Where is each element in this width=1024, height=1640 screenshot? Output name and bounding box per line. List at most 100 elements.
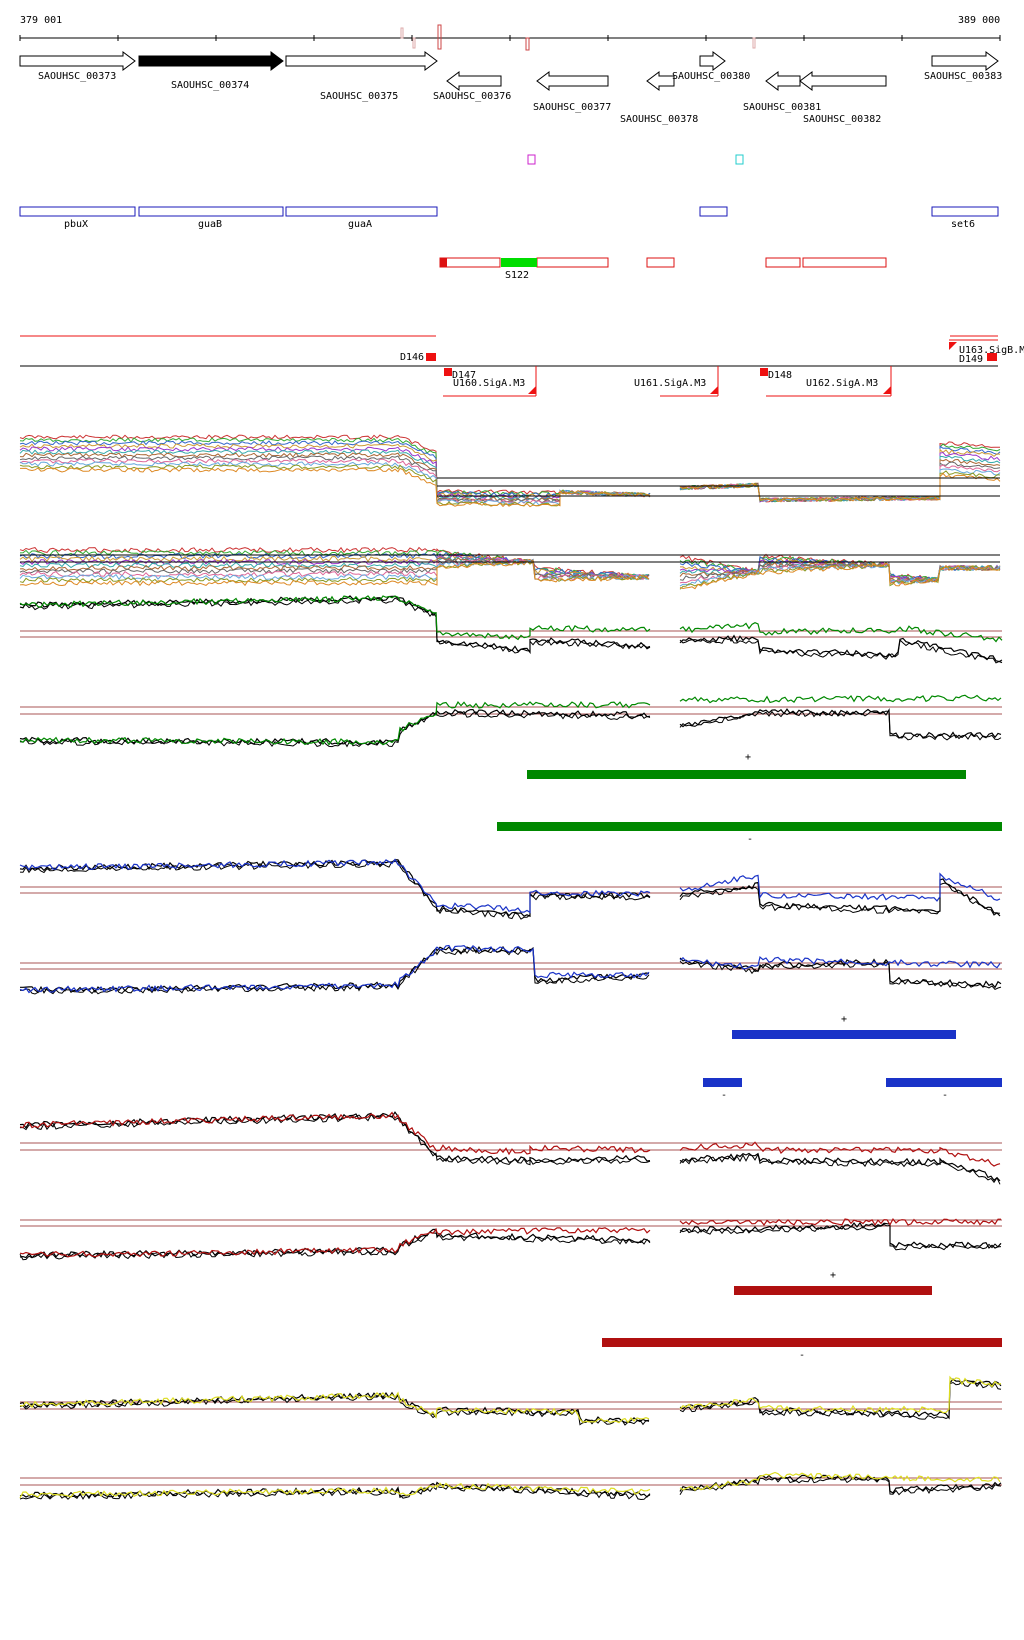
multi-series-line	[679, 451, 1001, 503]
feature-box-green	[501, 258, 537, 267]
gene-arrow	[138, 51, 284, 71]
control-line	[679, 1380, 1002, 1420]
gene-arrow	[536, 71, 609, 91]
multi-series-line	[679, 472, 1001, 502]
control-line	[19, 711, 651, 748]
control-line	[679, 637, 1003, 664]
multi-series-line	[19, 559, 650, 581]
control-line	[679, 1223, 1002, 1251]
sigma-label: D148	[768, 370, 792, 381]
gene-label: SAOUHSC_00377	[533, 102, 611, 113]
control-line	[679, 1378, 1002, 1420]
segment-bar	[732, 1030, 956, 1039]
control-line	[19, 597, 651, 654]
multi-series-line	[679, 455, 1001, 502]
control-line	[19, 1111, 651, 1164]
sigma-arrowhead	[883, 386, 891, 394]
condition-line	[19, 944, 650, 994]
segment-bar	[602, 1338, 1002, 1347]
coordinate-ruler: 379 001 389 000	[19, 15, 1001, 51]
gene-arrow	[799, 71, 887, 91]
segment-strand-label: +	[841, 1014, 847, 1025]
multi-series-line	[19, 554, 650, 579]
sigma-label: U163.SigB.M	[959, 345, 1024, 356]
multi-series-line	[19, 554, 650, 579]
control-line	[679, 710, 1002, 741]
feature-label: S122	[505, 270, 529, 281]
condition-line	[19, 858, 651, 914]
condition-line	[19, 701, 651, 746]
multi-series-line	[19, 440, 651, 498]
condition-line	[679, 1375, 1002, 1414]
gene-track: SAOUHSC_00373 SAOUHSC_00374 SAOUHSC_00375 S…	[19, 51, 1002, 125]
annotation-box	[931, 206, 999, 217]
gene-label: SAOUHSC_00375	[320, 91, 398, 102]
condition-line	[19, 595, 651, 641]
gene-arrow	[285, 51, 438, 71]
segment-bar	[886, 1078, 1002, 1087]
control-line	[679, 708, 1002, 739]
gene-label: SAOUHSC_00374	[171, 80, 249, 91]
segment-strand-label: -	[799, 1350, 805, 1361]
condition-line	[679, 622, 1003, 643]
multi-series-line	[19, 449, 651, 501]
annotation-label: guaB	[198, 219, 222, 230]
cyan-marker	[735, 154, 744, 165]
gene-arrow	[646, 71, 675, 91]
feature-box	[802, 257, 887, 268]
multi-series-line	[19, 452, 651, 504]
sigma-mark	[426, 353, 436, 361]
feature-box-filled	[440, 258, 447, 267]
segment-strand-label: +	[745, 752, 751, 763]
sigma-label: U162.SigA.M3	[806, 378, 878, 389]
control-line	[679, 1152, 1001, 1185]
control-line	[679, 1474, 1002, 1494]
ruler-start-label: 379 001	[20, 15, 62, 26]
control-line	[19, 1114, 651, 1166]
segment-bar	[703, 1078, 742, 1087]
sigma-mark	[760, 368, 768, 376]
gene-label: SAOUHSC_00373	[38, 71, 116, 82]
gene-arrow	[19, 51, 136, 71]
gene-label: SAOUHSC_00381	[743, 102, 821, 113]
multi-series-line	[679, 443, 1001, 503]
multi-series-line	[20, 467, 651, 508]
multi-series-line	[19, 437, 651, 497]
multi-series-line	[19, 446, 651, 500]
multi-series-line	[19, 464, 651, 507]
control-line	[19, 1484, 651, 1501]
segment-strand-label: +	[830, 1270, 836, 1281]
gene-label: SAOUHSC_00380	[672, 71, 750, 82]
ruler-marker	[400, 27, 404, 39]
segment-bars: + - + - - + -	[497, 752, 1002, 1361]
annotation-track: pbuX guaB guaA set6	[19, 206, 999, 230]
gene-label: SAOUHSC_00383	[924, 71, 1002, 82]
control-line	[679, 1476, 1002, 1496]
multi-series-line	[19, 461, 651, 506]
sigma-label: U160.SigA.M3	[453, 378, 525, 389]
ruler-ticks	[19, 35, 1001, 41]
annotation-box	[285, 206, 438, 217]
feature-box	[646, 257, 675, 268]
ruler-marker	[437, 24, 442, 50]
segment-bar	[527, 770, 966, 779]
gene-label: SAOUHSC_00382	[803, 114, 881, 125]
condition-line	[679, 1218, 1001, 1227]
condition-line	[679, 1141, 1001, 1167]
gene-label: SAOUHSC_00376	[433, 91, 511, 102]
gene-arrow	[765, 71, 801, 91]
multi-series-line	[19, 455, 651, 504]
ruler-marker	[752, 37, 756, 49]
gene-arrow	[931, 51, 999, 71]
condition-line	[19, 1482, 651, 1499]
segment-strand-label: -	[942, 1090, 948, 1101]
ruler-marker	[412, 37, 416, 49]
condition-line	[19, 1226, 651, 1258]
annotation-label: guaA	[348, 219, 372, 230]
sigma-arrowhead	[710, 386, 718, 394]
control-line	[679, 634, 1003, 664]
sigma-label: D146	[400, 352, 424, 363]
ruler-marker	[525, 37, 530, 51]
magenta-marker	[527, 154, 536, 165]
